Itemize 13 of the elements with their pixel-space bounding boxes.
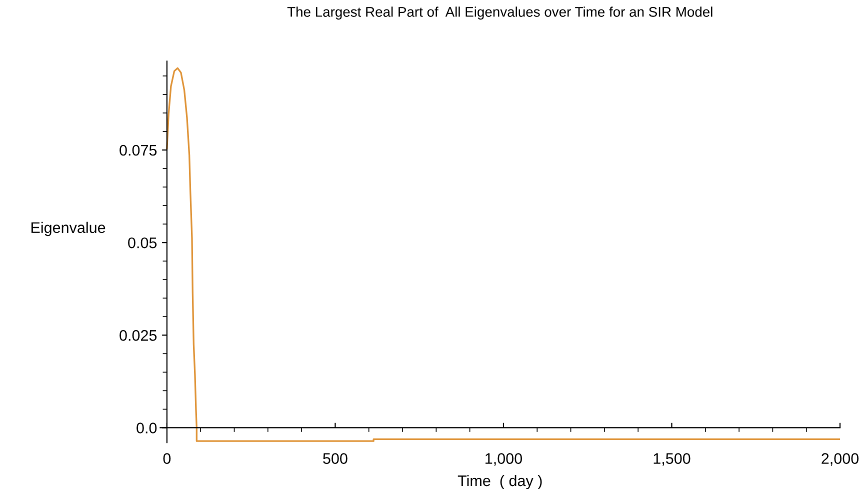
y-tick-label: 0.075	[120, 144, 157, 156]
y-tick-label: 0.025	[120, 330, 157, 341]
x-tick-label: 0	[163, 453, 171, 464]
x-tick-label: 2,000	[822, 453, 859, 466]
x-tick-label: 1,500	[654, 453, 690, 466]
x-axis-title: Time ( day )	[458, 474, 542, 489]
x-tick-label: 1,000	[486, 453, 522, 466]
y-axis-title: Eigenvalue	[31, 222, 106, 236]
line-series	[166, 67, 840, 442]
chart-title: The Largest Real Part of All Eigenvalues over Time for an SIR Model	[287, 6, 712, 20]
y-tick-label: 0.0	[136, 422, 157, 434]
y-tick-label: 0.05	[128, 237, 157, 248]
x-tick-label: 500	[323, 453, 348, 464]
